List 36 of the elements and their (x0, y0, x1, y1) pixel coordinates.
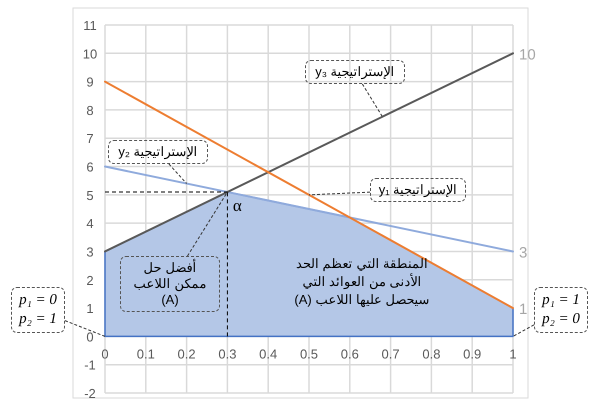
y-tick-label: 1 (86, 301, 94, 316)
x-tick-label: 0.8 (422, 346, 440, 362)
x-tick-label: 0.1 (136, 346, 155, 362)
y-tick-label: 4 (86, 216, 94, 232)
y-tick-label: 6 (86, 160, 94, 175)
annotation: الإستراتيجية y₃ (305, 60, 405, 84)
annotation: α (232, 196, 243, 215)
annotation: الإستراتيجية y₁ (370, 178, 466, 202)
y-tick-label: 10 (82, 46, 98, 62)
y-tick-label: 5 (86, 188, 94, 203)
y-tick-label: 9 (86, 74, 94, 90)
y-tick-label: 3 (86, 244, 94, 260)
data-label: 1 (519, 301, 528, 318)
y-tick-label: 8 (86, 102, 94, 118)
y-tick-label: 0 (86, 329, 94, 344)
y-tick-label: -1 (84, 358, 96, 373)
y-tick-label: 2 (86, 272, 94, 288)
x-tick-label: 0.5 (300, 346, 318, 362)
x-tick-label: 0.9 (463, 346, 482, 362)
annotation: المنطقة التي تعظم الحد الأدنى من العوائد التي سيحصل عليها اللاعب (A) (293, 255, 431, 309)
x-tick-label: 0.2 (178, 346, 196, 362)
x-tick-label: 0 (101, 346, 109, 362)
data-label: 3 (519, 244, 528, 262)
x-tick-label: 0.4 (259, 346, 278, 362)
y-tick-label: -2 (84, 386, 96, 401)
x-tick-label: 0.7 (382, 346, 400, 362)
x-tick-label: 0.3 (218, 346, 236, 362)
annotation: p₁ = 1 p₂ = 0 (534, 287, 588, 333)
annotation: أفضل حل ممكن اللاعب (A) (120, 256, 220, 312)
annotation: p₁ = 0 p₂ = 1 (11, 287, 65, 333)
y-tick-label: 7 (86, 131, 94, 146)
annotation: الإستراتيجية y₂ (108, 140, 208, 164)
x-tick-label: 1 (509, 346, 517, 362)
y-tick-label: 11 (83, 18, 97, 33)
data-label: 10 (519, 46, 536, 64)
x-tick-label: 0.6 (340, 346, 359, 362)
